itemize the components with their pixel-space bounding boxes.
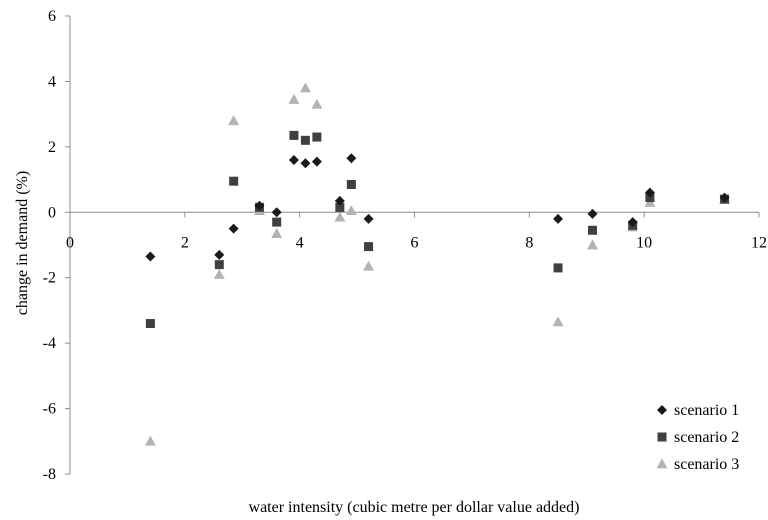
- data-point: [334, 211, 346, 222]
- data-point: [214, 260, 224, 270]
- data-point: [364, 242, 374, 252]
- x-tick-label: 8: [525, 234, 533, 251]
- data-point: [334, 195, 345, 206]
- x-axis-title: water intensity (cubic metre per dollar …: [249, 499, 580, 516]
- data-point: [346, 153, 357, 164]
- axes: 6 4 2 0 -2 -4 -6 -8 0 2 4 6 8 10 12: [43, 8, 767, 483]
- x-tick-label: 4: [296, 234, 304, 251]
- series-scenario-3: [144, 82, 731, 446]
- data-point: [145, 319, 155, 329]
- data-point: [272, 217, 282, 227]
- data-point: [587, 208, 598, 219]
- data-point: [271, 207, 282, 218]
- data-point: [289, 130, 299, 140]
- data-point: [363, 260, 375, 271]
- y-axis-title: change in demand (%): [14, 171, 31, 315]
- legend-marker-square: [657, 432, 667, 442]
- data-point: [214, 249, 225, 260]
- y-tick-label: 0: [48, 204, 56, 221]
- legend-marker-diamond: [657, 405, 667, 415]
- y-tick-label: 4: [48, 73, 56, 90]
- x-tick-label: 10: [636, 234, 652, 251]
- data-point: [271, 228, 283, 238]
- data-point: [719, 192, 730, 203]
- data-point: [228, 223, 239, 234]
- data-point: [312, 132, 322, 142]
- data-point: [644, 187, 655, 198]
- legend-marker-triangle: [656, 458, 668, 469]
- data-point: [627, 217, 638, 228]
- y-ticks: 6 4 2 0 -2 -4 -6 -8: [43, 8, 70, 483]
- x-tick-label: 2: [181, 234, 189, 251]
- y-tick-label: 2: [48, 139, 56, 156]
- data-point: [288, 154, 299, 165]
- data-point: [288, 93, 300, 104]
- legend-label: scenario 3: [674, 456, 739, 473]
- y-tick-label: -6: [43, 401, 56, 418]
- y-tick-label: 6: [48, 8, 56, 25]
- data-point: [335, 202, 345, 212]
- data-point: [553, 263, 563, 273]
- data-point: [552, 316, 564, 327]
- y-tick-label: -8: [43, 466, 56, 483]
- legend-label: scenario 2: [674, 429, 739, 446]
- data-point: [587, 225, 597, 235]
- data-point: [300, 158, 311, 169]
- x-ticks: 0 2 4 6 8 10 12: [66, 212, 767, 251]
- data-point: [586, 239, 598, 250]
- data-point: [213, 268, 225, 279]
- series-scenario-1: [145, 153, 730, 262]
- data-point: [144, 435, 156, 446]
- y-tick-label: -4: [43, 335, 56, 352]
- x-tick-label: 0: [66, 234, 74, 251]
- data-point: [553, 213, 564, 224]
- x-tick-label: 12: [751, 234, 767, 251]
- data-point: [299, 82, 311, 93]
- data-point: [311, 156, 322, 167]
- data-points: [144, 82, 731, 446]
- data-point: [311, 98, 323, 109]
- data-point: [228, 115, 240, 126]
- data-point: [345, 205, 357, 216]
- legend: scenario 1 scenario 2 scenario 3: [656, 402, 739, 473]
- data-point: [254, 200, 265, 211]
- legend-label: scenario 1: [674, 402, 739, 419]
- data-point: [145, 251, 156, 262]
- y-tick-label: -2: [43, 270, 56, 287]
- x-tick-label: 6: [411, 234, 419, 251]
- data-point: [363, 213, 374, 224]
- data-point: [346, 179, 356, 189]
- data-point: [229, 176, 239, 186]
- data-point: [300, 135, 310, 145]
